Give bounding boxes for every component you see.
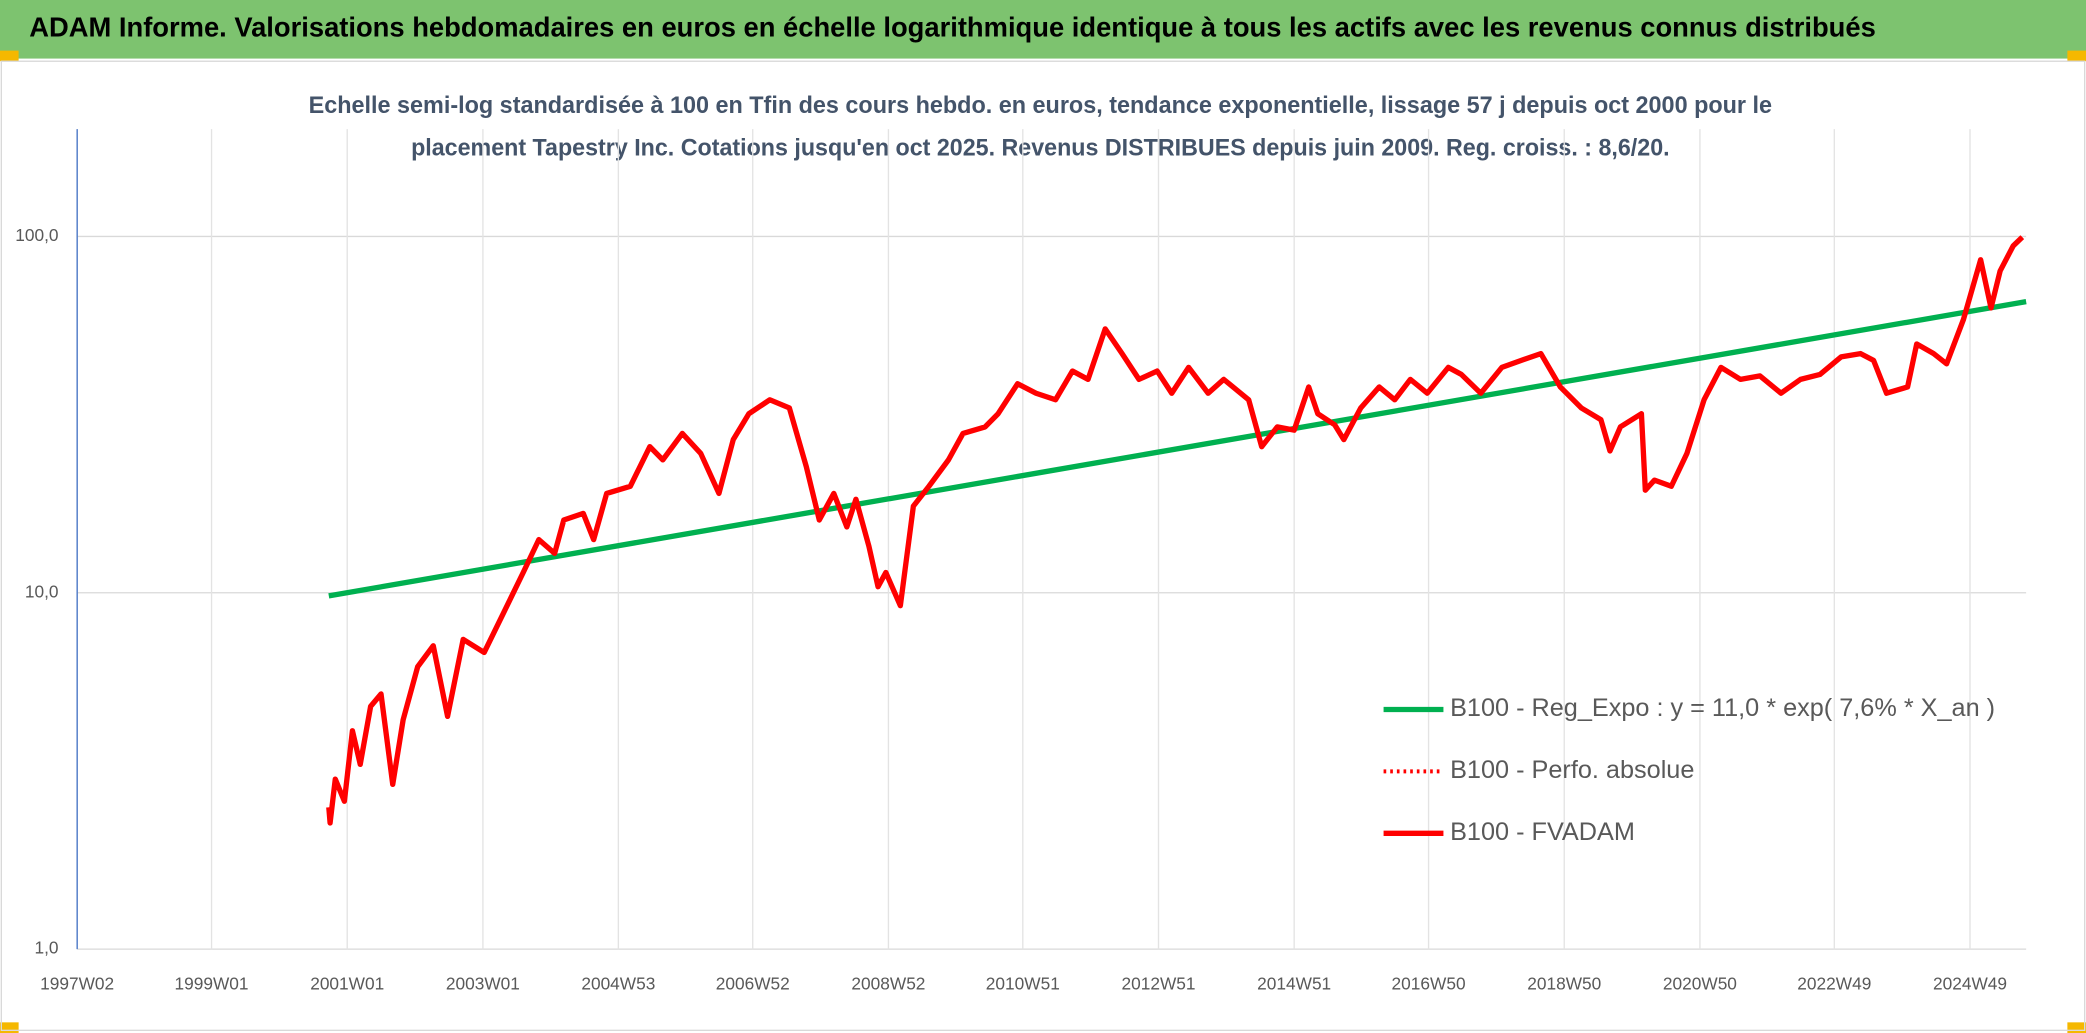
corner — [0, 50, 19, 62]
chart-subtitle: placement Tapestry Inc. Cotations jusqu'… — [411, 134, 1670, 161]
x-tick-label: 2014W51 — [1257, 974, 1331, 994]
grid: 1,0 10,0 100,0 1997W02 1999W01 2001W01 2003W01… — [15, 129, 2027, 994]
x-tick-label: 2006W52 — [716, 974, 790, 994]
x-tick-label: 1997W02 — [40, 974, 114, 994]
x-tick-label: 2012W51 — [1121, 974, 1195, 994]
corner — [2067, 50, 2086, 62]
x-tick-label: 2018W50 — [1527, 974, 1601, 994]
header-band — [0, 0, 2086, 59]
x-tick-label: 2016W50 — [1392, 974, 1466, 994]
corner — [0, 1022, 19, 1033]
x-tick-label: 2003W01 — [446, 974, 520, 994]
x-tick-label: 2024W49 — [1933, 974, 2007, 994]
legend-label: B100 - FVADAM — [1450, 818, 1635, 846]
y-tick-label: 100,0 — [15, 225, 58, 245]
corner — [2067, 1022, 2086, 1033]
x-tick-label: 2020W50 — [1663, 974, 1737, 994]
plot — [326, 235, 2027, 826]
legend-label: B100 - Perfo. absolue — [1450, 756, 1694, 784]
frame — [0, 60, 2086, 1032]
x-tick-label: 2010W51 — [986, 974, 1060, 994]
y-tick-label: 10,0 — [25, 581, 59, 601]
chart-subtitle: Echelle semi-log standardisée à 100 en T… — [309, 92, 1772, 119]
x-tick-label: 2001W01 — [310, 974, 384, 994]
x-tick-label: 2004W53 — [581, 974, 655, 994]
x-tick-label: 2022W49 — [1797, 974, 1871, 994]
chart-title: ADAM Informe. Valorisations hebdomadaire… — [29, 12, 1876, 43]
x-tick-label: 1999W01 — [175, 974, 249, 994]
legend-label: B100 - Reg_Expo : y = 11,0 * exp( 7,6% *… — [1450, 694, 1995, 722]
series-line — [326, 235, 2025, 826]
legend: B100 - Reg_Expo : y = 11,0 * exp( 7,6% *… — [1383, 694, 1995, 846]
series-line — [328, 299, 2027, 599]
x-tick-label: 2008W52 — [851, 974, 925, 994]
y-tick-label: 1,0 — [34, 938, 58, 958]
